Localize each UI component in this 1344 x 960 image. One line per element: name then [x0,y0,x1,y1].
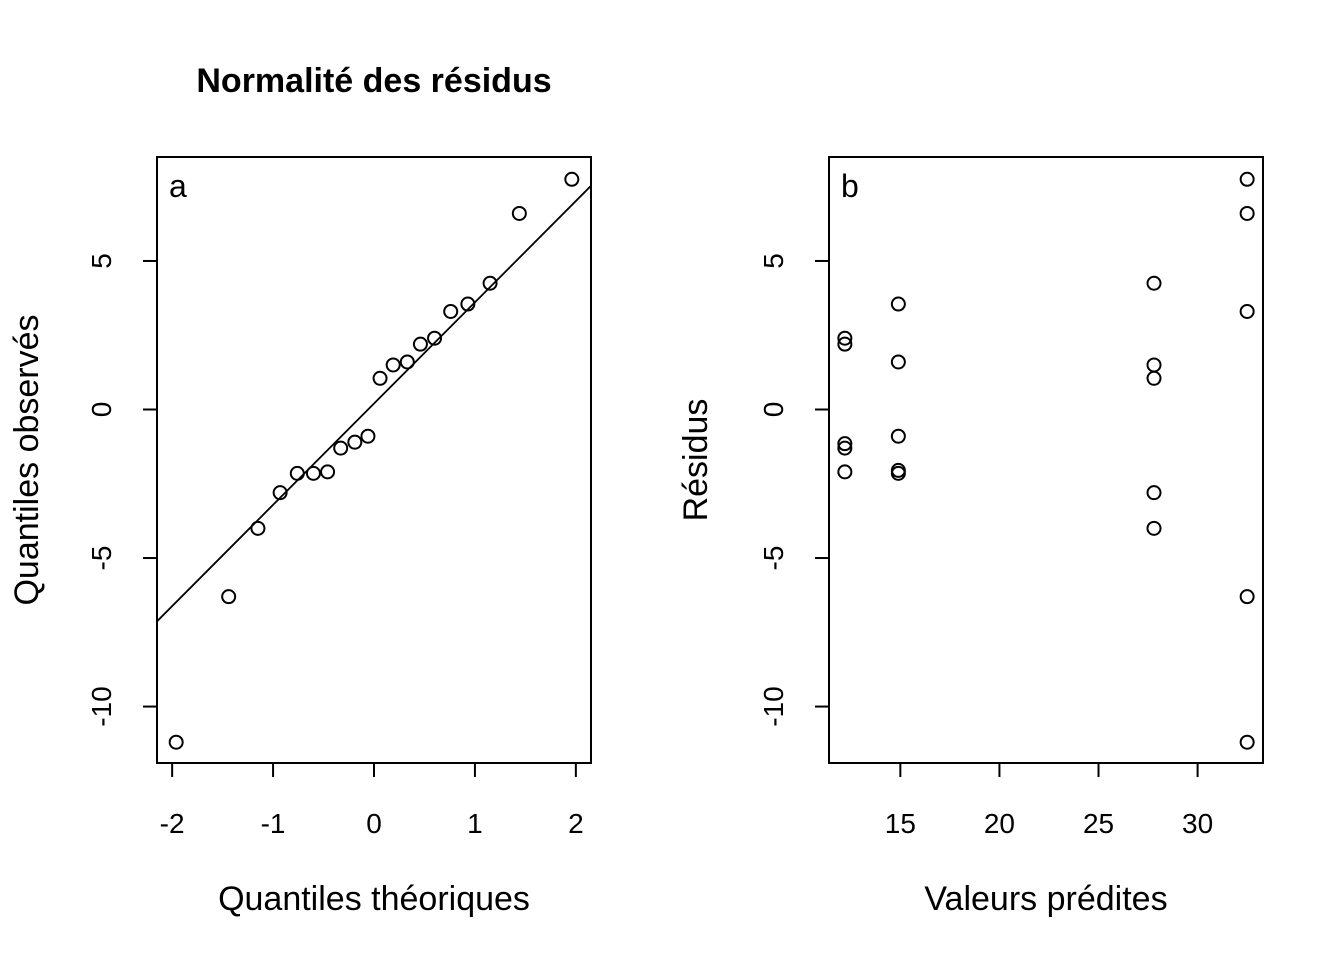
plot-frame [828,156,1264,764]
data-point [1239,303,1255,319]
plot-frame [156,156,592,764]
data-point [412,336,428,352]
data-point [221,589,237,605]
data-point [837,436,853,452]
data-point [372,370,388,386]
y-tick-label: 5 [758,253,789,269]
x-axis-title: Valeurs prédites [924,880,1167,918]
data-point [1239,205,1255,221]
data-point [890,428,906,444]
data-point [427,330,443,346]
y-tick-label: -10 [758,686,789,726]
data-point [168,734,184,750]
y-axis-title: Quantiles observés [8,314,46,605]
x-tick-label: 0 [366,808,382,839]
x-tick-label: -1 [261,808,286,839]
y-tick-label: -10 [86,686,117,726]
y-axis-title: Résidus [677,399,715,522]
panel-tag: b [841,168,859,204]
data-point [1146,370,1162,386]
data-point [1146,485,1162,501]
x-tick-label: 2 [568,808,584,839]
x-tick-label: 30 [1182,808,1213,839]
data-point [289,465,305,481]
data-point [1239,171,1255,187]
data-point [250,520,266,536]
data-point [385,357,401,373]
data-point [890,465,906,481]
panel-tag: a [169,168,187,204]
data-point [482,275,498,291]
data-point [837,330,853,346]
data-point [890,462,906,478]
data-point [837,464,853,480]
data-point [347,434,363,450]
data-point [1146,520,1162,536]
data-point [333,440,349,456]
data-point [320,464,336,480]
y-tick-label: -5 [758,546,789,571]
data-point [305,465,321,481]
data-point [460,296,476,312]
data-point [1239,589,1255,605]
y-tick-label: 5 [86,253,117,269]
data-point [1239,734,1255,750]
y-tick-label: 0 [758,402,789,418]
residuals-vs-fitted-panel: 15 20 25 30 -10 -5 0 5 Valeurs prédites Résidus b [677,156,1264,918]
data-point [890,296,906,312]
data-point [1146,275,1162,291]
y-tick-label: -5 [86,546,117,571]
x-tick-label: -2 [160,808,185,839]
data-point [511,205,527,221]
x-tick-label: 1 [467,808,483,839]
data-point [272,485,288,501]
qq-reference-line [157,184,591,623]
x-tick-label: 25 [1083,808,1114,839]
x-tick-label: 20 [984,808,1015,839]
y-tick-label: 0 [86,402,117,418]
data-point [360,428,376,444]
x-axis-title: Quantiles théoriques [218,880,530,918]
data-point [564,171,580,187]
figure-title: Normalité des résidus [196,62,551,100]
data-point [890,354,906,370]
data-point [399,354,415,370]
data-point [1146,357,1162,373]
data-point [443,303,459,319]
data-point [837,440,853,456]
x-tick-label: 15 [885,808,916,839]
data-point [837,336,853,352]
